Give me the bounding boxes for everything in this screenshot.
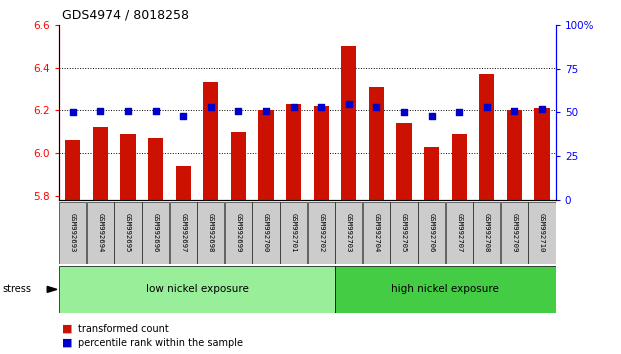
Text: GSM992707: GSM992707 — [456, 213, 462, 252]
Point — [427, 113, 437, 119]
Text: high nickel exposure: high nickel exposure — [391, 284, 499, 295]
FancyBboxPatch shape — [280, 202, 307, 264]
Bar — [176, 166, 191, 200]
FancyBboxPatch shape — [473, 202, 501, 264]
Bar — [369, 87, 384, 200]
Point — [123, 108, 133, 114]
Point — [537, 106, 547, 112]
Polygon shape — [47, 286, 57, 292]
Bar — [120, 134, 135, 200]
FancyBboxPatch shape — [418, 202, 445, 264]
Bar — [424, 147, 439, 200]
FancyBboxPatch shape — [335, 266, 556, 313]
Text: GSM992701: GSM992701 — [291, 213, 297, 252]
Point — [96, 108, 106, 114]
Bar — [286, 104, 301, 200]
Point — [233, 108, 243, 114]
Point — [261, 108, 271, 114]
Bar — [341, 46, 356, 200]
Point — [454, 110, 464, 115]
Text: ■: ■ — [62, 324, 73, 333]
FancyBboxPatch shape — [307, 202, 335, 264]
FancyBboxPatch shape — [528, 202, 556, 264]
Bar — [314, 106, 329, 200]
Text: GSM992697: GSM992697 — [180, 213, 186, 252]
FancyBboxPatch shape — [114, 202, 142, 264]
Bar — [479, 74, 494, 200]
Point — [68, 110, 78, 115]
FancyBboxPatch shape — [197, 202, 224, 264]
FancyBboxPatch shape — [59, 266, 335, 313]
Text: ■: ■ — [62, 338, 73, 348]
FancyBboxPatch shape — [59, 202, 86, 264]
Bar — [65, 140, 80, 200]
FancyBboxPatch shape — [391, 202, 417, 264]
Text: GSM992703: GSM992703 — [346, 213, 351, 252]
Point — [151, 108, 161, 114]
FancyBboxPatch shape — [363, 202, 390, 264]
Text: GSM992706: GSM992706 — [428, 213, 435, 252]
FancyBboxPatch shape — [170, 202, 197, 264]
FancyBboxPatch shape — [225, 202, 252, 264]
Text: low nickel exposure: low nickel exposure — [145, 284, 248, 295]
FancyBboxPatch shape — [335, 202, 362, 264]
Text: GSM992694: GSM992694 — [97, 213, 103, 252]
FancyBboxPatch shape — [142, 202, 169, 264]
Bar — [203, 82, 219, 200]
Bar — [507, 110, 522, 200]
FancyBboxPatch shape — [253, 202, 279, 264]
Text: GSM992710: GSM992710 — [539, 213, 545, 252]
Bar — [231, 132, 246, 200]
Point — [399, 110, 409, 115]
Text: GSM992705: GSM992705 — [401, 213, 407, 252]
FancyBboxPatch shape — [501, 202, 528, 264]
Text: GSM992698: GSM992698 — [208, 213, 214, 252]
Text: GSM992696: GSM992696 — [153, 213, 158, 252]
Point — [289, 104, 299, 110]
Point — [178, 113, 188, 119]
Text: stress: stress — [2, 284, 32, 295]
Text: GDS4974 / 8018258: GDS4974 / 8018258 — [62, 9, 189, 22]
Point — [316, 104, 326, 110]
Text: GSM992699: GSM992699 — [235, 213, 242, 252]
Bar — [258, 110, 274, 200]
Point — [482, 104, 492, 110]
Text: transformed count: transformed count — [78, 324, 168, 333]
Text: percentile rank within the sample: percentile rank within the sample — [78, 338, 243, 348]
Point — [509, 108, 519, 114]
Point — [206, 104, 215, 110]
Bar — [451, 134, 467, 200]
Text: GSM992702: GSM992702 — [318, 213, 324, 252]
Text: GSM992693: GSM992693 — [70, 213, 76, 252]
Bar — [535, 108, 550, 200]
Bar — [396, 123, 412, 200]
Text: GSM992704: GSM992704 — [373, 213, 379, 252]
Bar — [93, 127, 108, 200]
FancyBboxPatch shape — [87, 202, 114, 264]
Text: GSM992700: GSM992700 — [263, 213, 269, 252]
FancyBboxPatch shape — [446, 202, 473, 264]
Bar — [148, 138, 163, 200]
Point — [371, 104, 381, 110]
Text: GSM992695: GSM992695 — [125, 213, 131, 252]
Text: GSM992708: GSM992708 — [484, 213, 490, 252]
Point — [344, 101, 354, 107]
Text: GSM992709: GSM992709 — [512, 213, 517, 252]
